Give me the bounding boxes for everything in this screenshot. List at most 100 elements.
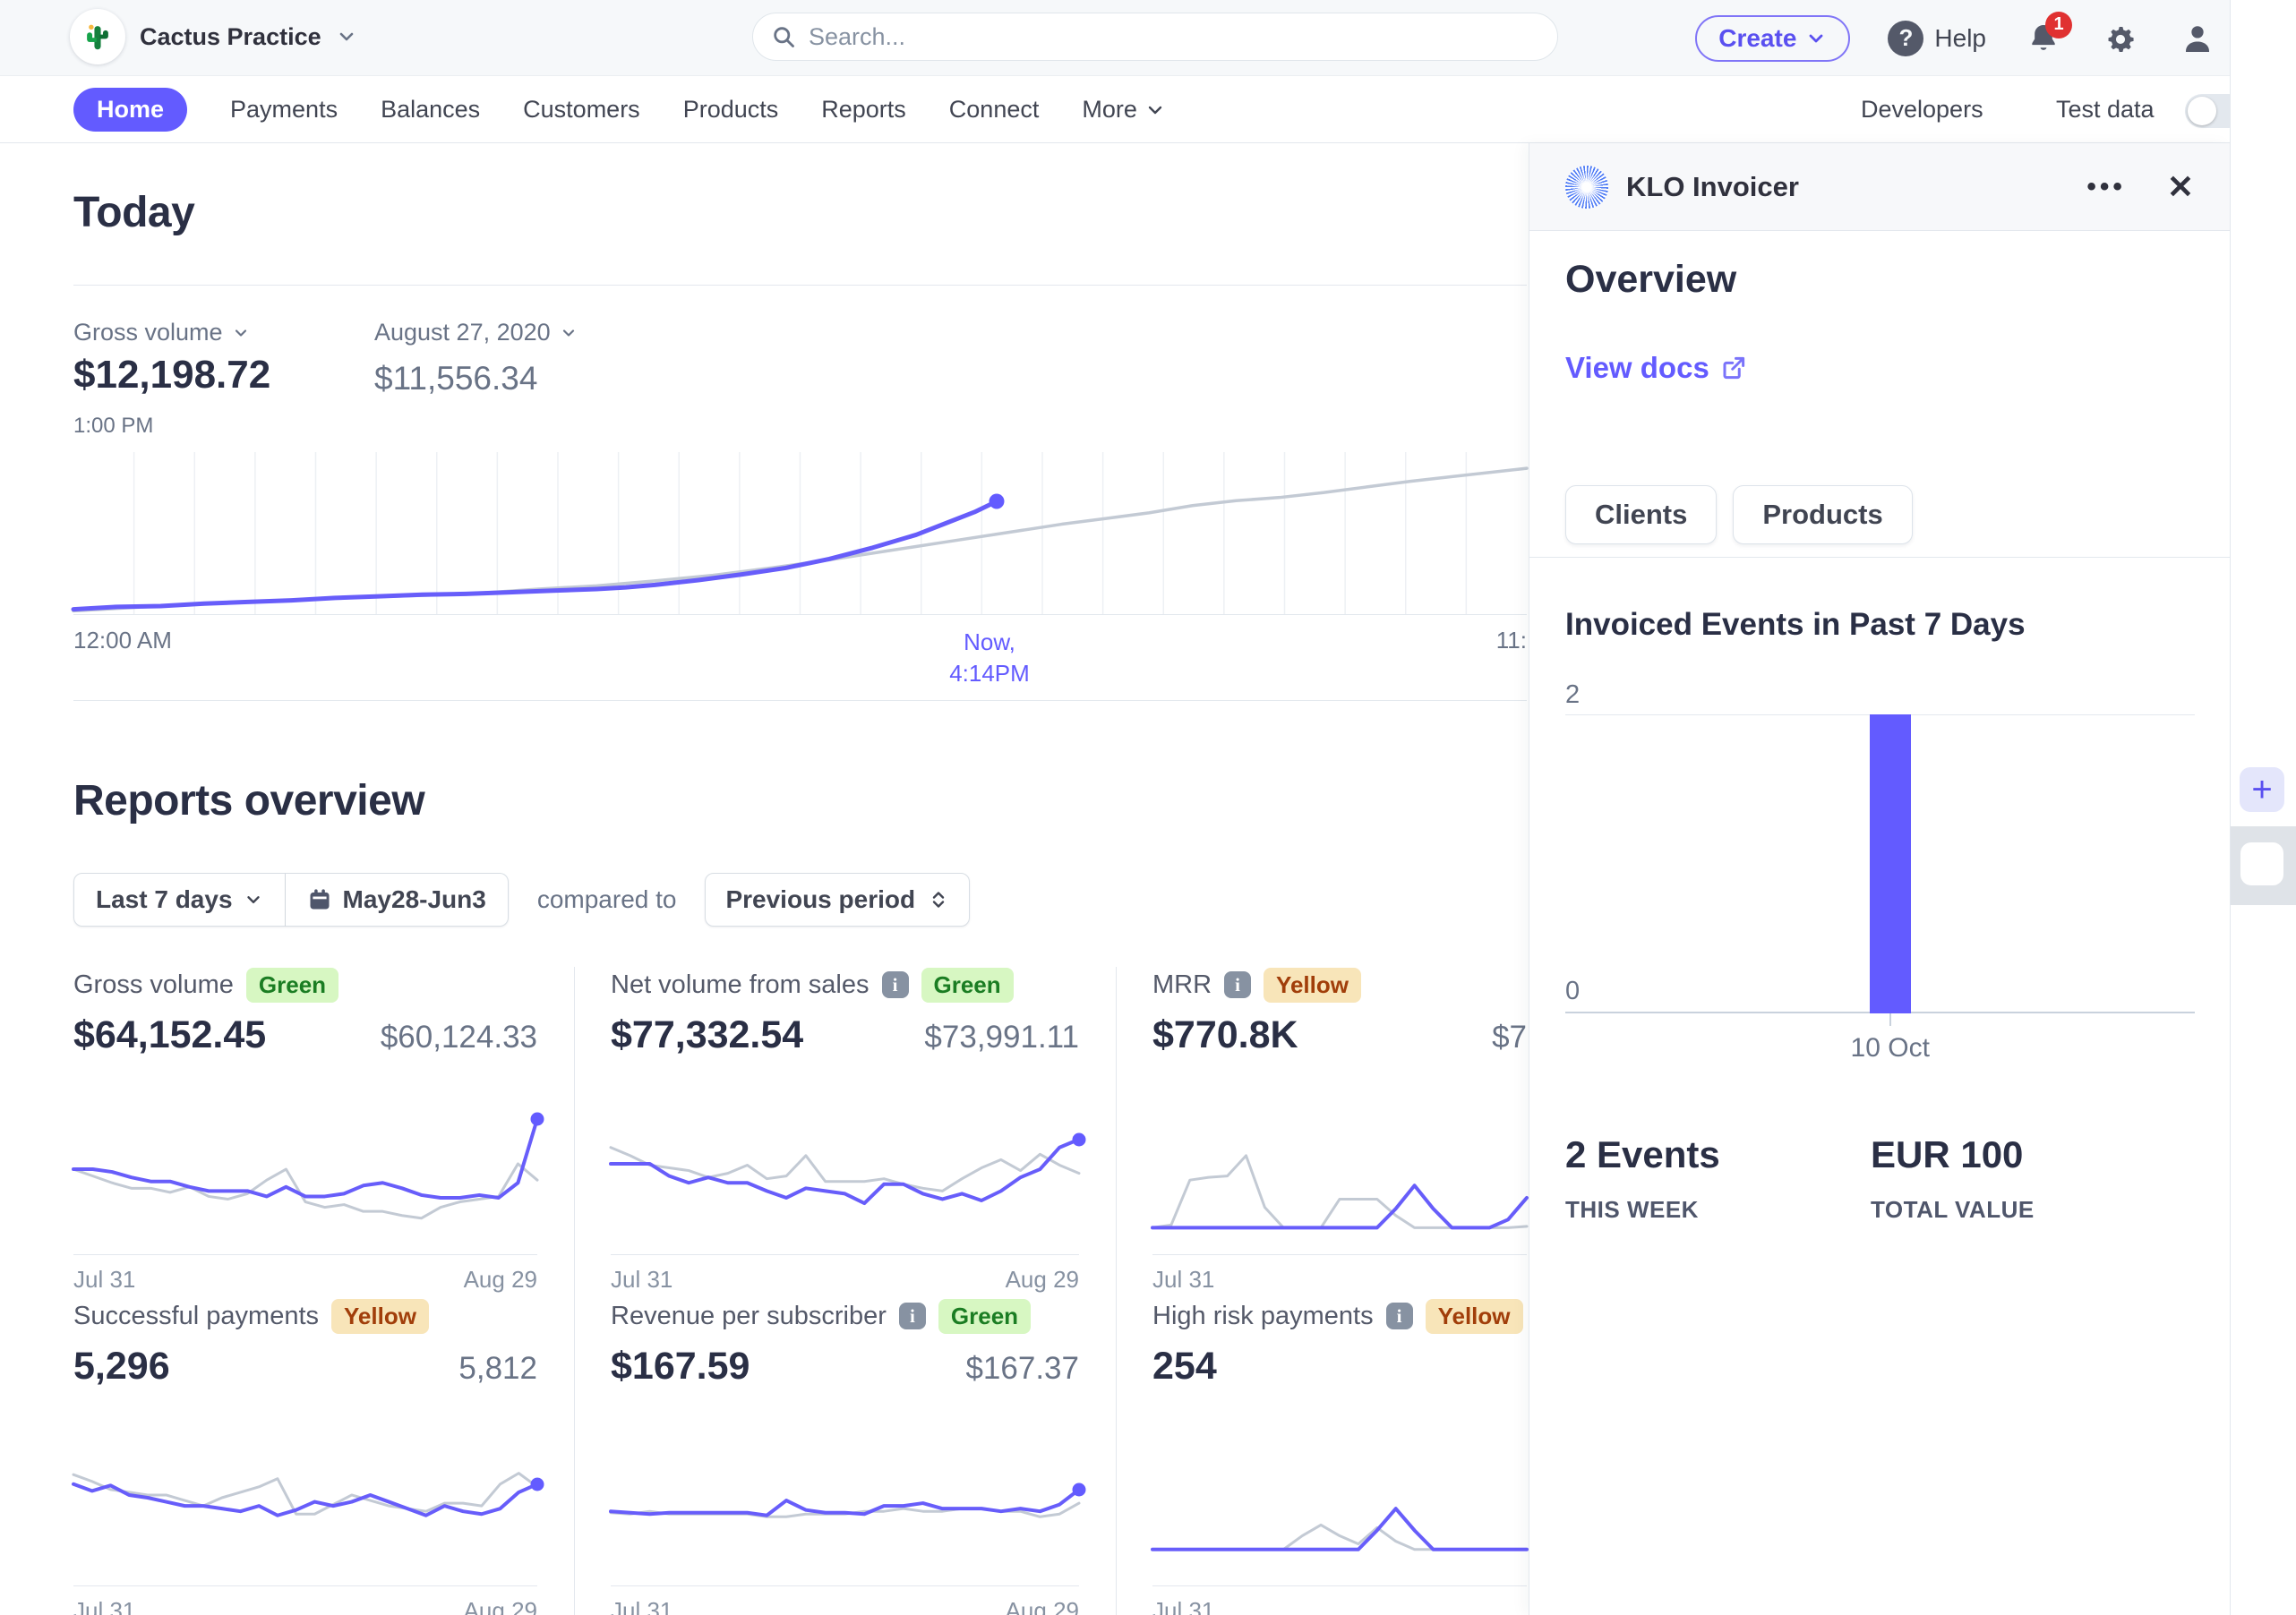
card-compare-value: $167.37 xyxy=(965,1351,1079,1386)
status-badge: Green xyxy=(921,967,1014,1003)
card-gross-volume[interactable]: Gross volume i Green $64,152.45 $60,124.… xyxy=(73,967,537,1294)
create-button[interactable]: Create xyxy=(1695,14,1851,62)
compare-date-selector[interactable]: August 27, 2020 xyxy=(374,319,578,346)
top-bar: Cactus Practice Create ? Help 1 xyxy=(0,0,2296,76)
card-net-volume[interactable]: Net volume from sales i Green $77,332.54… xyxy=(611,967,1079,1294)
stat-label: THIS WEEK xyxy=(1565,1196,1699,1223)
sparkline-chart xyxy=(73,1430,537,1566)
axis-label-start: Jul 31 xyxy=(73,1597,136,1615)
stat-total-value: EUR 100 TOTAL VALUE xyxy=(1871,1133,2035,1224)
nav-item-payments[interactable]: Payments xyxy=(230,96,338,123)
status-badge: Green xyxy=(245,967,339,1003)
nav-item-more[interactable]: More xyxy=(1082,96,1166,124)
person-icon xyxy=(2186,25,2209,52)
more-label: More xyxy=(1082,96,1137,123)
today-title: Today xyxy=(73,189,195,236)
view-docs-link[interactable]: View docs xyxy=(1565,351,1747,385)
stat-events-this-week: 2 Events THIS WEEK xyxy=(1565,1133,1720,1224)
reports-overview-title: Reports overview xyxy=(73,777,425,825)
nav-item-products[interactable]: Products xyxy=(682,96,779,123)
profile-button[interactable] xyxy=(2178,19,2217,58)
nav-item-developers[interactable]: Developers xyxy=(1861,96,1983,123)
card-value: $770.8K xyxy=(1152,1013,1298,1056)
metric-time: 1:00 PM xyxy=(73,414,154,438)
clients-button[interactable]: Clients xyxy=(1565,485,1718,544)
nav-item-balances[interactable]: Balances xyxy=(381,96,481,123)
date-range-button[interactable]: May28-Jun3 xyxy=(285,873,509,927)
invoiced-events-bar-chart: 2 0 10 Oct xyxy=(1565,680,2195,1063)
status-badge: Yellow xyxy=(1264,967,1361,1003)
search-input[interactable] xyxy=(809,22,1539,51)
ellipsis-menu-icon[interactable]: ••• xyxy=(2086,171,2126,201)
close-icon[interactable]: ✕ xyxy=(2166,167,2194,205)
card-revenue-per-subscriber[interactable]: Revenue per subscriber i Green $167.59 $… xyxy=(611,1298,1079,1615)
y-axis-min-label: 0 xyxy=(1565,977,1581,1005)
question-mark-icon: ? xyxy=(1888,20,1924,56)
divider xyxy=(73,285,1527,286)
gross-volume-selector[interactable]: Gross volume xyxy=(73,319,250,346)
sparkline-chart xyxy=(1152,1098,1527,1235)
products-button[interactable]: Products xyxy=(1733,485,1913,544)
account-switcher[interactable]: Cactus Practice xyxy=(70,9,357,64)
card-mrr[interactable]: MRR i Yellow $770.8K $7 Jul 31 xyxy=(1152,967,1527,1294)
nav-item-customers[interactable]: Customers xyxy=(523,96,640,123)
klo-invoicer-logo-icon xyxy=(1565,165,1608,209)
cactus-logo-icon xyxy=(70,9,125,64)
card-title: MRR xyxy=(1152,970,1212,999)
info-icon[interactable]: i xyxy=(1224,971,1252,998)
axis-label-end: Aug 29 xyxy=(1005,1266,1079,1293)
gross-volume-value: $12,198.72 xyxy=(73,353,271,397)
status-badge: Green xyxy=(938,1298,1032,1334)
compare-value: $11,556.34 xyxy=(374,360,538,397)
period-label: Previous period xyxy=(725,885,916,913)
notifications-button[interactable]: 1 xyxy=(2024,11,2072,58)
app-panel-klo-invoicer: KLO Invoicer ••• ✕ Overview View docs Cl… xyxy=(1529,143,2230,1615)
info-icon[interactable]: i xyxy=(1385,1303,1413,1329)
divider xyxy=(73,700,1527,701)
strip-square-button[interactable] xyxy=(2240,842,2283,885)
add-button[interactable]: + xyxy=(2240,767,2284,812)
settings-button[interactable] xyxy=(2101,19,2140,58)
axis-label-start: Jul 31 xyxy=(1152,1266,1215,1293)
info-icon[interactable]: i xyxy=(881,971,909,998)
search-bar[interactable] xyxy=(752,13,1558,61)
range-label: Last 7 days xyxy=(96,885,233,913)
sparkline-chart xyxy=(73,1098,537,1235)
range-select[interactable]: Last 7 days xyxy=(73,873,286,927)
up-down-icon xyxy=(932,892,945,908)
compare-date-label: August 27, 2020 xyxy=(374,319,551,346)
card-high-risk-payments[interactable]: High risk payments i Yellow 254 Jul 31 xyxy=(1152,1298,1527,1615)
chevron-down-icon xyxy=(339,32,353,41)
reports-controls: Last 7 days May28-Jun3 compared to Previ… xyxy=(73,873,971,927)
panel-header: KLO Invoicer ••• ✕ xyxy=(1529,143,2230,231)
help-button[interactable]: ? Help xyxy=(1888,20,1986,56)
status-badge: Yellow xyxy=(1425,1298,1523,1334)
info-icon[interactable]: i xyxy=(898,1303,926,1329)
card-value: 254 xyxy=(1152,1345,1217,1388)
grid-divider xyxy=(574,967,575,1615)
axis-label-start: 12:00 AM xyxy=(73,627,172,654)
axis-label-end: 11: xyxy=(1495,627,1527,654)
nav-item-connect[interactable]: Connect xyxy=(948,96,1040,123)
sparkline-chart xyxy=(611,1098,1079,1235)
bar xyxy=(1869,714,1911,1013)
card-successful-payments[interactable]: Successful payments i Yellow 5,296 5,812… xyxy=(73,1298,537,1615)
status-badge: Yellow xyxy=(331,1298,429,1334)
card-value: $167.59 xyxy=(611,1345,750,1388)
compare-period-select[interactable]: Previous period xyxy=(705,873,971,927)
compared-to-label: compared to xyxy=(536,885,677,913)
chevron-down-icon xyxy=(1148,106,1162,114)
search-icon xyxy=(774,27,794,47)
axis-tick xyxy=(1889,1013,1891,1026)
now-line1: Now, xyxy=(964,628,1015,655)
nav-item-reports[interactable]: Reports xyxy=(821,96,906,123)
nav-item-home[interactable]: Home xyxy=(73,88,188,132)
gross-volume-label: Gross volume xyxy=(73,319,223,346)
axis-label-start: Jul 31 xyxy=(73,1266,136,1293)
stat-label: TOTAL VALUE xyxy=(1871,1196,2035,1223)
card-title: High risk payments xyxy=(1152,1301,1374,1330)
panel-tab-buttons: Clients Products xyxy=(1565,485,1913,544)
chevron-down-icon xyxy=(235,329,246,337)
card-compare-value: $7 xyxy=(1492,1020,1527,1055)
